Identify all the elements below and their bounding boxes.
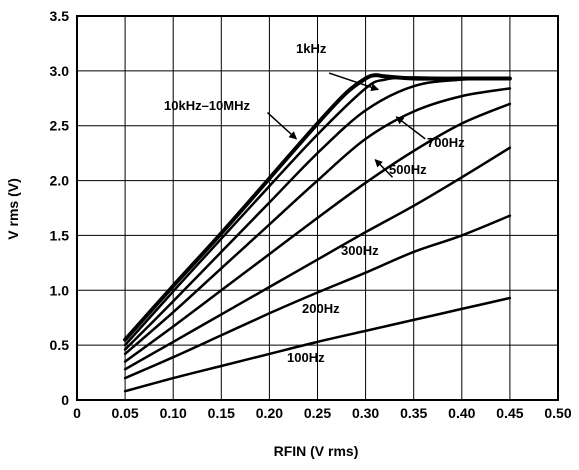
annotation-700hz: 700Hz [427,135,465,150]
y-tick-label: 0.5 [50,337,70,353]
y-axis-label: V rms (V) [5,178,21,239]
x-tick-label: 0 [73,405,81,421]
y-tick-label: 0 [61,392,69,408]
y-tick-label: 3.5 [50,8,70,24]
series-line-1khz [123,76,512,347]
series-line-500hz [123,102,512,363]
y-tick-label: 2.5 [50,118,70,134]
y-tick-label: 3.0 [50,63,70,79]
x-axis-label: RFIN (V rms) [274,443,359,459]
series-lines [123,73,512,393]
annotation-100hz: 100Hz [287,350,325,365]
annotation-200hz: 200Hz [302,301,340,316]
x-tick-label: 0.05 [111,405,138,421]
series-line-300hz [123,146,512,371]
x-tick-label: 0.10 [160,405,187,421]
leader-10khz-10mhz [266,111,298,140]
series-line-200hz [123,214,512,380]
leader-700hz [395,116,426,140]
x-tick-label: 0.40 [448,405,475,421]
x-tick-label: 0.20 [256,405,283,421]
y-tick-label: 2.0 [50,173,70,189]
y-tick-label: 1.0 [50,282,70,298]
series-line-700hz [123,87,512,356]
tick-labels: 0 0.05 0.10 0.15 0.20 0.25 0.30 0.35 0.40 0.45 0.5… [50,8,572,421]
plot-frame [76,15,559,401]
x-tick-label: 0.35 [400,405,427,421]
x-tick-label: 0.25 [304,405,331,421]
leader-500hz [374,159,394,178]
series-line-unlabeled-2 [123,77,512,351]
x-tick-label: 0.15 [208,405,235,421]
series-line-100hz [123,296,512,393]
annotation-10khz-10mhz: 10kHz–10MHz [164,98,250,113]
leader-1khz [328,72,380,92]
annotation-leaders [266,72,426,178]
x-tick-label: 0.45 [496,405,523,421]
annotation-500hz: 500Hz [389,162,427,177]
y-tick-label: 1.5 [50,227,70,243]
annotation-1khz: 1kHz [296,41,327,56]
x-tick-label: 0.50 [544,405,571,421]
x-tick-label: 0.30 [352,405,379,421]
annotation-300hz: 300Hz [341,243,379,258]
